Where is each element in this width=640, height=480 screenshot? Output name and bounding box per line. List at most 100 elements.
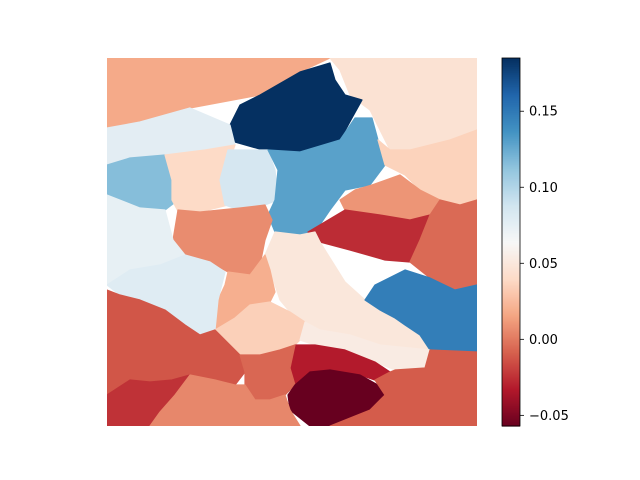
colorbar-strip — [502, 326, 520, 329]
colorbar-strip — [502, 322, 520, 325]
colorbar-strip — [502, 118, 520, 121]
colorbar-strip — [502, 376, 520, 379]
colorbar-gradient — [502, 58, 520, 427]
colorbar-strip — [502, 300, 520, 303]
colorbar-strip — [502, 100, 520, 103]
colorbar-strip — [502, 328, 520, 331]
colorbar-strip — [502, 224, 520, 227]
colorbar-strip — [502, 354, 520, 357]
heatmap-map — [107, 58, 477, 426]
colorbar-strip — [502, 60, 520, 63]
colorbar-strip — [502, 204, 520, 207]
colorbar-strip — [502, 112, 520, 115]
colorbar-strip — [502, 318, 520, 321]
colorbar-strip — [502, 404, 520, 407]
colorbar-strip — [502, 350, 520, 353]
colorbar-strip — [502, 124, 520, 127]
colorbar-strip — [502, 424, 520, 427]
colorbar-strip — [502, 130, 520, 133]
colorbar-strip — [502, 154, 520, 157]
colorbar-strip — [502, 84, 520, 87]
colorbar-strip — [502, 88, 520, 91]
colorbar-strip — [502, 332, 520, 335]
colorbar-strip — [502, 396, 520, 399]
colorbar-strip — [502, 386, 520, 389]
colorbar-tick-label: 0.15 — [529, 105, 558, 120]
colorbar-strip — [502, 400, 520, 403]
colorbar-strip — [502, 372, 520, 375]
colorbar-strip — [502, 398, 520, 401]
colorbar-strip — [502, 226, 520, 229]
colorbar-strip — [502, 210, 520, 213]
colorbar-strip — [502, 168, 520, 171]
colorbar-strip — [502, 408, 520, 411]
colorbar-strip — [502, 340, 520, 343]
colorbar-strip — [502, 314, 520, 317]
colorbar-strip — [502, 348, 520, 351]
colorbar-strip — [502, 238, 520, 241]
colorbar-strip — [502, 106, 520, 109]
colorbar: −0.05 0.00 0.05 0.10 0.15 — [501, 57, 569, 427]
colorbar-strip — [502, 256, 520, 259]
colorbar-strip — [502, 270, 520, 273]
colorbar-strip — [502, 242, 520, 245]
colorbar-strip — [502, 388, 520, 391]
colorbar-strip — [502, 312, 520, 315]
colorbar-strip — [502, 252, 520, 255]
colorbar-strip — [502, 96, 520, 99]
colorbar-strip — [502, 206, 520, 209]
colorbar-strip — [502, 72, 520, 75]
colorbar-strip — [502, 306, 520, 309]
colorbar-strip — [502, 152, 520, 155]
colorbar-strip — [502, 414, 520, 417]
colorbar-strip — [502, 134, 520, 137]
colorbar-strip — [502, 406, 520, 409]
colorbar-strip — [502, 234, 520, 237]
colorbar-strip — [502, 330, 520, 333]
colorbar-strip — [502, 98, 520, 101]
colorbar-strip — [502, 246, 520, 249]
region-bottom-mid — [149, 374, 301, 426]
colorbar-strip — [502, 192, 520, 195]
colorbar-strip — [502, 416, 520, 419]
colorbar-strip — [502, 178, 520, 181]
colorbar-strip — [502, 412, 520, 415]
colorbar-strip — [502, 274, 520, 277]
colorbar-strip — [502, 90, 520, 93]
colorbar-strip — [502, 80, 520, 83]
colorbar-strip — [502, 418, 520, 421]
colorbar-strip — [502, 230, 520, 233]
colorbar-strip — [502, 116, 520, 119]
colorbar-strip — [502, 356, 520, 359]
colorbar-strip — [502, 94, 520, 97]
colorbar-strip — [502, 202, 520, 205]
heatmap-regions — [107, 58, 477, 426]
colorbar-strip — [502, 390, 520, 393]
colorbar-strip — [502, 110, 520, 113]
region-center-left-light — [219, 149, 279, 211]
colorbar-strip — [502, 166, 520, 169]
colorbar-strip — [502, 144, 520, 147]
colorbar-strip — [502, 120, 520, 123]
colorbar-tick-label: 0.00 — [529, 333, 558, 348]
colorbar-strip — [502, 164, 520, 167]
colorbar-strip — [502, 420, 520, 423]
colorbar-strip — [502, 244, 520, 247]
colorbar-strip — [502, 222, 520, 225]
colorbar-strip — [502, 392, 520, 395]
colorbar-strip — [502, 172, 520, 175]
colorbar-strip — [502, 370, 520, 373]
colorbar-strip — [502, 74, 520, 77]
colorbar-strip — [502, 86, 520, 89]
colorbar-strip — [502, 76, 520, 79]
region-center-blue — [267, 117, 386, 236]
colorbar-strip — [502, 286, 520, 289]
colorbar-strip — [502, 68, 520, 71]
colorbar-strip — [502, 272, 520, 275]
colorbar-strip — [502, 136, 520, 139]
colorbar-strip — [502, 184, 520, 187]
colorbar-strip — [502, 378, 520, 381]
colorbar-strip — [502, 140, 520, 143]
colorbar-strip — [502, 262, 520, 265]
